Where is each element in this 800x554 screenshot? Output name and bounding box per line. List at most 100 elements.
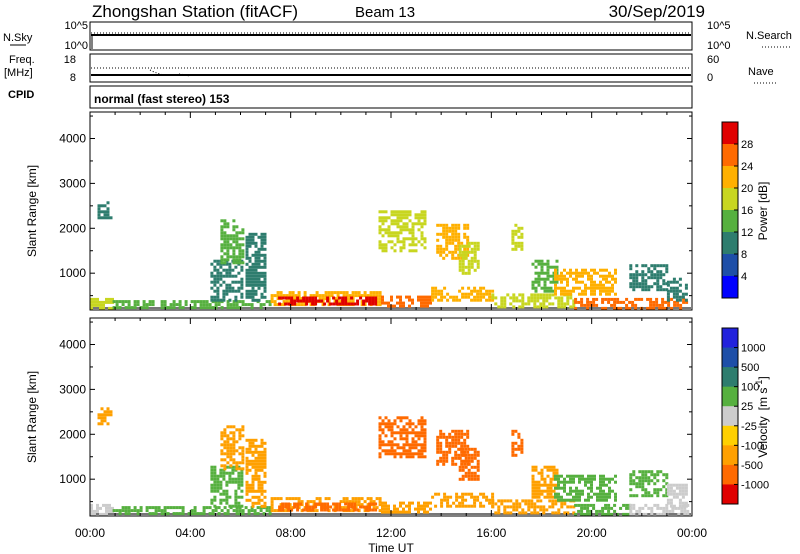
- velocity-echo-cell: [241, 461, 245, 465]
- power-echo-cell: [511, 241, 515, 245]
- velocity-echo-cell: [396, 510, 399, 514]
- velocity-echo-cell: [578, 492, 581, 496]
- power-echo-cell: [234, 298, 238, 302]
- power-echo-cell: [257, 283, 261, 287]
- velocity-echo-cell: [593, 492, 596, 496]
- power-echo-cell: [220, 255, 224, 259]
- power-echo-cell: [537, 271, 541, 275]
- power-echo-cell: [222, 274, 226, 278]
- nave-tick-top: 60: [707, 54, 719, 66]
- velocity-echo-cell: [257, 444, 261, 448]
- power-echo-cell: [238, 252, 242, 256]
- power-echo-cell: [534, 277, 538, 281]
- power-echo-cell: [464, 265, 468, 269]
- velocity-echo-cell: [232, 443, 236, 447]
- power-echo-cell: [311, 296, 315, 300]
- power-echo-cell: [245, 271, 249, 275]
- velocity-echo-cell: [251, 441, 255, 445]
- velocity-echo-cell: [235, 467, 239, 471]
- velocity-echo-cell: [213, 477, 217, 481]
- velocity-echo-cell: [260, 480, 264, 484]
- velocity-echo-cell: [257, 495, 261, 499]
- power-echo-cell: [442, 226, 446, 230]
- power-echo-cell: [613, 303, 617, 307]
- power-echo-cell: [151, 303, 155, 307]
- power-echo-cell: [234, 265, 238, 269]
- velocity-echo-cell: [263, 447, 267, 451]
- velocity-echo-region: [629, 470, 669, 498]
- velocity-echo-cell: [548, 505, 552, 509]
- power-echo-cell: [675, 286, 679, 290]
- power-echo-cell: [467, 292, 471, 296]
- power-echo-cell: [566, 289, 569, 293]
- power-echo-cell: [434, 289, 438, 293]
- power-echo-cell: [533, 305, 537, 309]
- velocity-echo-cell: [546, 486, 550, 490]
- velocity-echo-cell: [96, 509, 99, 513]
- power-echo-cell: [223, 246, 227, 250]
- velocity-echo-cell: [238, 461, 242, 465]
- velocity-echo-cell: [521, 508, 525, 512]
- power-echo-cell: [458, 259, 462, 263]
- power-echo-cell: [530, 296, 534, 300]
- power-echo-cell: [458, 265, 462, 269]
- velocity-echo-cell: [139, 506, 143, 510]
- velocity-echo-cell: [220, 431, 224, 435]
- velocity-echo-cell: [602, 483, 605, 487]
- power-echo-cell: [308, 296, 312, 300]
- power-echo-cell: [399, 304, 402, 308]
- power-echo-cell: [521, 293, 525, 297]
- power-echo-cell: [260, 238, 264, 242]
- velocity-echo-cell: [371, 502, 375, 506]
- power-echo-cell: [393, 304, 396, 308]
- velocity-echo-cell: [350, 502, 354, 506]
- velocity-echo-cell: [678, 501, 682, 505]
- velocity-echo-cell: [96, 506, 99, 510]
- velocity-echo-cell: [320, 502, 324, 506]
- velocity-echo-cell: [452, 501, 456, 505]
- power-echo-cell: [291, 294, 295, 298]
- power-echo-cell: [378, 243, 382, 247]
- velocity-echo-cell: [408, 455, 412, 459]
- velocity-echo-cell: [467, 474, 471, 478]
- velocity-echo-cell: [381, 422, 385, 426]
- power-echo-cell: [228, 268, 232, 272]
- nsearch-label: N.Search: [746, 30, 792, 42]
- velocity-echo-cell: [473, 501, 477, 505]
- power-echo-cell: [399, 213, 403, 217]
- power-echo-cell: [470, 298, 474, 302]
- velocity-echo-cell: [232, 440, 236, 444]
- power-echo-cell: [245, 280, 249, 284]
- power-echo-cell: [354, 291, 358, 295]
- power-x-ticks: [89, 112, 693, 310]
- power-echo-cell: [546, 289, 550, 293]
- power-echo-cell: [602, 268, 605, 272]
- velocity-echo-cell: [534, 483, 538, 487]
- power-echo-cell: [290, 296, 294, 300]
- power-echo-cell: [455, 298, 459, 302]
- power-echo-cell: [653, 282, 657, 286]
- power-echo-cell: [549, 265, 553, 269]
- power-echo-cell: [629, 282, 633, 286]
- velocity-echo-cell: [605, 477, 608, 481]
- velocity-echo-cell: [148, 512, 152, 516]
- power-echo-cell: [632, 285, 636, 289]
- velocity-echo-cell: [378, 497, 382, 501]
- power-echo-cell: [463, 235, 467, 239]
- power-echo-cell: [220, 306, 224, 310]
- velocity-echo-cell: [338, 505, 342, 509]
- velocity-echo-cell: [238, 428, 242, 432]
- velocity-echo-cell: [172, 512, 176, 516]
- power-echo-cell: [581, 292, 584, 296]
- power-echo-cell: [540, 262, 544, 266]
- velocity-echo-cell: [557, 511, 561, 515]
- power-echo-cell: [464, 244, 468, 248]
- power-echo-cell: [97, 210, 101, 214]
- power-echo-cell: [566, 283, 569, 287]
- power-echo-cell: [614, 268, 617, 272]
- power-echo-cell: [263, 256, 267, 260]
- power-echo-cell: [257, 259, 261, 263]
- velocity-echo-cell: [464, 471, 468, 475]
- power-echo-cell: [106, 207, 110, 211]
